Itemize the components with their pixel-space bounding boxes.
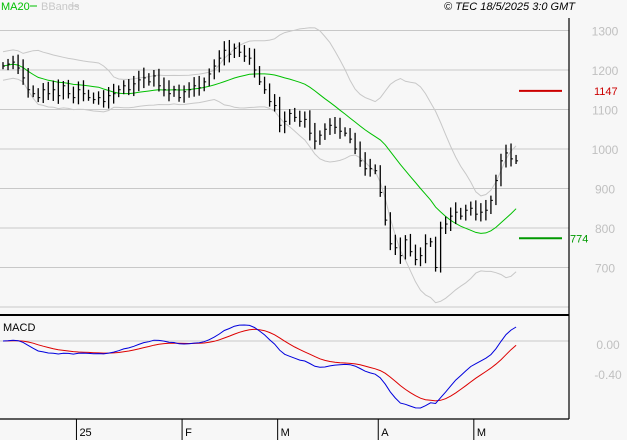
price-tick-label: 800 — [595, 222, 615, 236]
macd-signal-line — [2, 328, 517, 402]
price-tick-label: 1000 — [592, 143, 619, 157]
legend-bbands: BBands — [41, 1, 80, 13]
legend-ma20: MA20 — [1, 1, 30, 13]
price-tick-label: 1200 — [592, 64, 619, 78]
macd-line — [2, 324, 517, 409]
copyright: © TEC 18/5/2025 3:0 GMT — [444, 1, 576, 13]
x-tick-label: M — [281, 427, 290, 439]
support-level-label: 774 — [570, 233, 588, 245]
x-tick-label: 25 — [79, 427, 91, 439]
price-tick-label: 900 — [595, 183, 615, 197]
plot-background — [0, 18, 569, 419]
bollinger-upper-line — [2, 27, 517, 197]
x-tick-label: F — [185, 427, 192, 439]
bollinger-lower-line — [2, 77, 517, 304]
price-tick-label: 700 — [595, 262, 615, 276]
resistance-level-label: 1147 — [594, 86, 618, 98]
price-tick-label: 1100 — [592, 104, 618, 118]
price-tick-label: 1300 — [592, 25, 619, 39]
macd-tick-label: -0.40 — [594, 368, 622, 382]
macd-label: MACD — [3, 322, 35, 334]
x-tick-label: A — [381, 427, 389, 439]
macd-tick-label: 0.00 — [596, 338, 620, 352]
x-tick-label: M — [477, 427, 486, 439]
